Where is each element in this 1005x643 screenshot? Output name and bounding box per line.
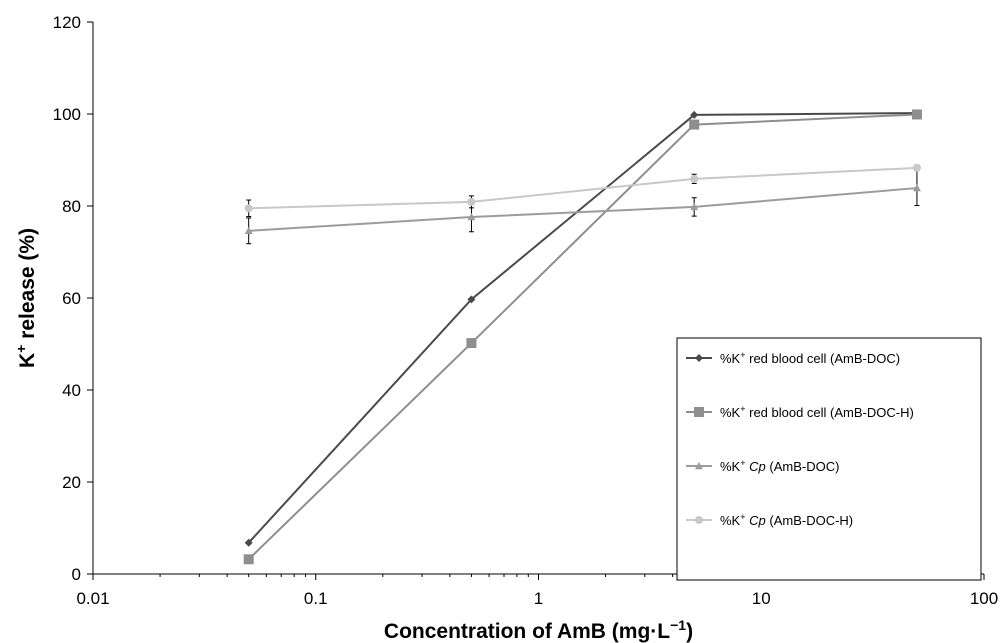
x-axis-title-sup: −1 (670, 617, 686, 633)
series-line (248, 187, 918, 232)
marker-diamond (244, 538, 253, 547)
x-tick-label: 1 (534, 589, 543, 608)
x-tick-label: 100 (970, 589, 998, 608)
series-line (247, 112, 917, 544)
marker-circle (244, 204, 253, 213)
y-axis-title: K+ release (%) (13, 228, 39, 368)
marker-circle (912, 163, 921, 172)
legend: %K+ red blood cell (AmB-DOC) %K+ red bloo… (676, 337, 982, 581)
marker-square (243, 554, 254, 565)
legend-item-3: %K+ Cp (AmB-DOC) (686, 458, 839, 474)
x-axis-title-post: ) (686, 620, 693, 643)
y-tick-label: 120 (53, 13, 81, 32)
series-line (248, 166, 917, 210)
legend-label: %K+ red blood cell (AmB-DOC) (720, 350, 900, 366)
marker-square (466, 338, 477, 349)
legend-box (676, 337, 982, 581)
series-4 (244, 163, 921, 218)
marker-circle (467, 197, 476, 206)
legend-label: %K+ Cp (AmB-DOC-H) (720, 512, 853, 528)
marker-triangle (695, 462, 703, 470)
marker-triangle (467, 213, 476, 221)
marker-triangle (690, 202, 699, 211)
marker-diamond (690, 110, 699, 119)
series-2 (243, 109, 922, 565)
marker-square (689, 119, 700, 130)
marker-square (911, 109, 922, 120)
y-axis-title-post: release (%) (16, 228, 39, 345)
legend-item-2: %K+ red blood cell (AmB-DOC-H) (686, 404, 914, 420)
marker-circle (695, 516, 703, 524)
x-tick-label: 10 (752, 589, 771, 608)
x-tick-label: 0.1 (304, 589, 328, 608)
legend-item-4: %K+ Cp (AmB-DOC-H) (686, 512, 853, 528)
marker-triangle (244, 226, 253, 235)
legend-items: %K+ red blood cell (AmB-DOC) %K+ red bloo… (686, 350, 914, 528)
series-line (247, 113, 917, 560)
legend-label: %K+ Cp (AmB-DOC) (720, 458, 839, 474)
x-axis-title-pre: Concentration of AmB (mg·L (384, 620, 670, 643)
legend-item-1: %K+ red blood cell (AmB-DOC) (686, 350, 900, 366)
y-tick-label: 60 (62, 289, 81, 308)
y-tick-label: 100 (53, 105, 81, 124)
y-tick-label: 0 (72, 565, 81, 584)
marker-triangle (912, 184, 921, 192)
legend-label: %K+ red blood cell (AmB-DOC-H) (720, 404, 914, 420)
y-tick-label: 80 (62, 197, 81, 216)
y-axis-title-pre: K (16, 353, 39, 368)
y-axis-title-sup: + (13, 345, 29, 353)
x-axis-ticks: 0.01 0.1 1 10 100 (76, 574, 998, 608)
marker-diamond (467, 295, 476, 304)
y-tick-label: 20 (62, 473, 81, 492)
marker-diamond (695, 354, 703, 362)
series-layer (243, 109, 922, 565)
x-tick-label: 0.01 (76, 589, 109, 608)
x-axis-title: Concentration of AmB (mg·L−1) (384, 617, 693, 643)
marker-square (694, 407, 704, 417)
marker-circle (690, 174, 699, 183)
y-axis-ticks: 0 20 40 60 80 100 120 (53, 13, 93, 584)
y-tick-label: 40 (62, 381, 81, 400)
